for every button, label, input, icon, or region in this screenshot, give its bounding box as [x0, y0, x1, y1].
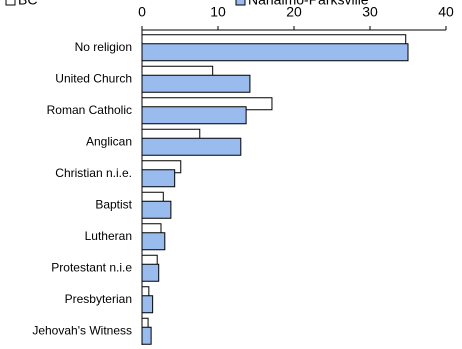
x-tick-label: 40: [438, 4, 454, 20]
legend-label: Nanaimo-Parksville: [248, 0, 369, 8]
bar: [141, 137, 242, 156]
bar: [141, 106, 247, 125]
category-label: No religion: [75, 40, 132, 54]
legend-swatch: [5, 0, 16, 6]
bar: [141, 263, 160, 282]
bar: [141, 326, 152, 345]
category-label: Roman Catholic: [47, 103, 132, 117]
x-tick-label: 0: [138, 4, 146, 20]
category-label: Jehovah's Witness: [32, 323, 132, 337]
legend-swatch: [235, 0, 246, 6]
category-label: Protestant n.i.e: [51, 260, 132, 274]
bar: [141, 169, 176, 188]
category-label: Christian n.i.e.: [55, 166, 132, 180]
bar: [141, 200, 172, 219]
x-tick-label: 10: [210, 4, 226, 20]
bar: [141, 43, 409, 62]
legend-label: BC: [18, 0, 37, 8]
category-label: Lutheran: [85, 229, 132, 243]
x-tick-label: 20: [286, 4, 302, 20]
category-label: Presbyterian: [65, 292, 132, 306]
category-label: Anglican: [86, 134, 132, 148]
bar: [141, 74, 251, 93]
category-label: Baptist: [95, 197, 132, 211]
category-label: United Church: [55, 71, 132, 85]
x-tick-label: 30: [362, 4, 378, 20]
bar: [141, 232, 166, 251]
bar: [141, 295, 154, 314]
